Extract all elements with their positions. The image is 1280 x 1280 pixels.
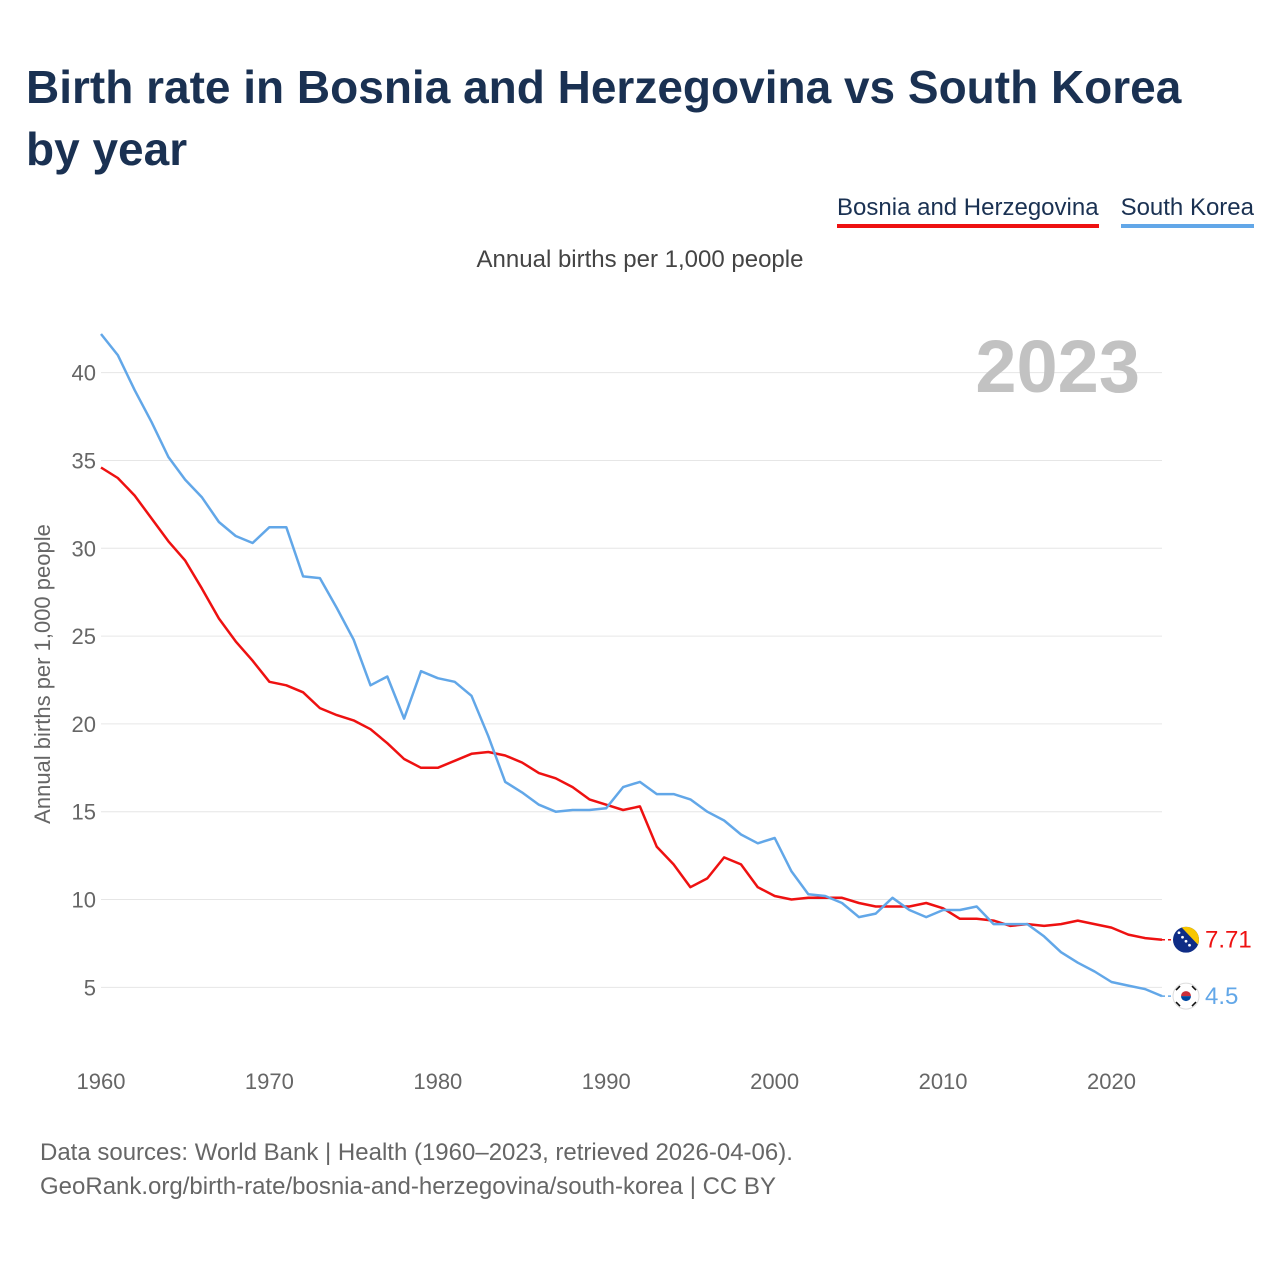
chart-subtitle: Annual births per 1,000 people	[476, 246, 804, 273]
chart-title: Birth rate in Bosnia and Herzegovina vs …	[26, 61, 1182, 175]
line-chart: 5 10 15 20 25 30 35 40 1960 1970 1980 1990 2000 2010…	[30, 325, 1252, 1094]
x-tick-label-2000: 2000	[750, 1069, 799, 1094]
x-tick-label-1980: 1980	[413, 1069, 462, 1094]
x-tick-label-2020: 2020	[1087, 1069, 1136, 1094]
y-axis-label: Annual births per 1,000 people	[30, 524, 55, 824]
end-value-label-south-korea: 4.5	[1205, 983, 1238, 1010]
y-tick-label-40: 40	[72, 361, 96, 386]
y-tick-label-5: 5	[84, 975, 96, 1000]
south-korea-flag-icon	[1172, 982, 1200, 1010]
source-line-2[interactable]: GeoRank.org/birth-rate/bosnia-and-herzeg…	[40, 1173, 776, 1200]
x-tick-label-1960: 1960	[77, 1069, 126, 1094]
data-source-note: Data sources: World Bank | Health (1960–…	[40, 1136, 793, 1204]
x-tick-label-1970: 1970	[245, 1069, 294, 1094]
end-value-label-bosnia: 7.71	[1205, 927, 1252, 954]
y-tick-label-25: 25	[72, 624, 96, 649]
y-tick-label-15: 15	[72, 800, 96, 825]
x-tick-label-2010: 2010	[919, 1069, 968, 1094]
legend-item-south-korea[interactable]: South Korea	[1120, 194, 1254, 228]
bosnia-flag-icon	[1173, 926, 1199, 953]
y-axis-ticks: 5 10 15 20 25 30 35 40	[72, 361, 96, 1001]
y-tick-label-30: 30	[72, 536, 96, 561]
year-label: 2023	[975, 325, 1140, 408]
series-line-bosnia-and-herzegovina	[100, 466, 1163, 941]
legend: Bosnia and Herzegovina South Korea	[837, 194, 1254, 228]
y-tick-label-20: 20	[72, 712, 96, 737]
series-line-south-korea	[100, 333, 1163, 998]
source-line-1: Data sources: World Bank | Health (1960–…	[40, 1139, 793, 1166]
x-tick-label-1990: 1990	[582, 1069, 631, 1094]
gridlines	[101, 372, 1162, 988]
end-markers: 7.71 4.5	[1162, 926, 1252, 1010]
y-tick-label-35: 35	[72, 448, 96, 473]
x-axis-ticks: 1960 1970 1980 1990 2000 2010 2020	[77, 1069, 1136, 1094]
legend-item-bosnia-and-herzegovina[interactable]: Bosnia and Herzegovina	[837, 194, 1099, 228]
y-tick-label-10: 10	[72, 888, 96, 913]
series-lines	[100, 333, 1163, 998]
